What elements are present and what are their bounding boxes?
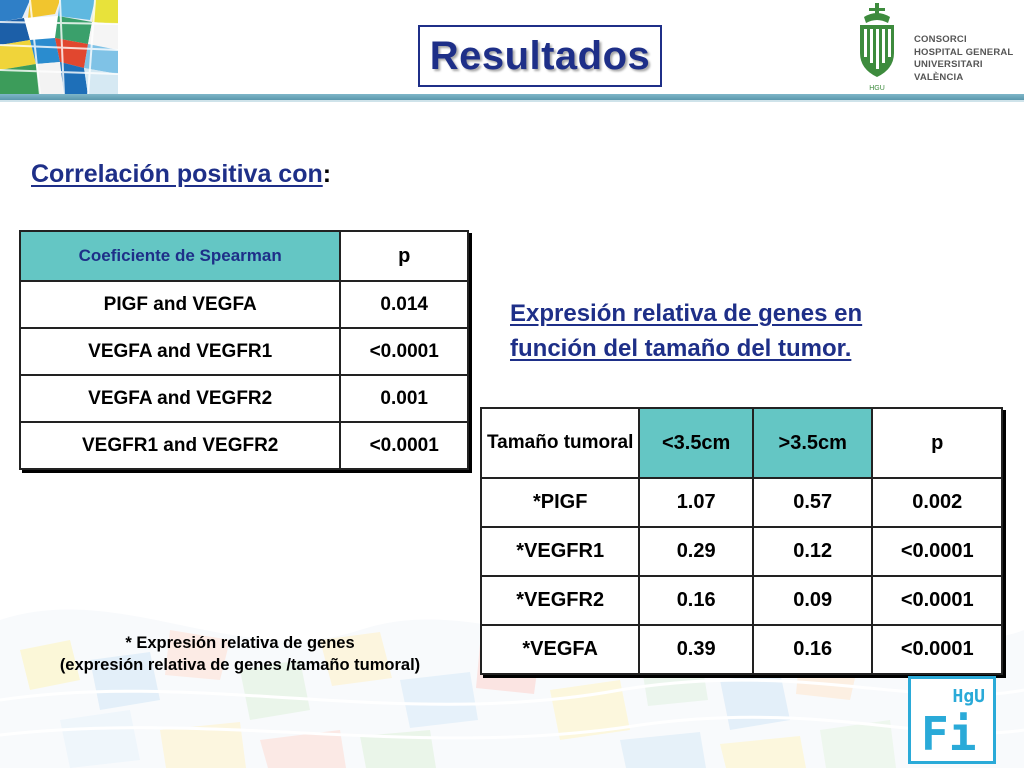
table-header-cell: Coeficiente de Spearman: [18, 230, 342, 282]
table-cell: *VEGFR1: [479, 526, 641, 577]
table-cell: VEGFA and VEGFR2: [18, 374, 342, 423]
slide-title: Resultados: [429, 33, 651, 78]
table-cell: 0.001: [339, 374, 469, 423]
table-header-cell: p: [871, 407, 1003, 479]
table-header-cell: Tamaño tumoral: [479, 407, 641, 479]
table-cell: *VEGFA: [479, 624, 641, 675]
tumor-size-table: Tamaño tumoral <3.5cm >3.5cm p *PIGF 1.0…: [479, 407, 1003, 675]
table-row: *PIGF 1.07 0.57 0.002: [479, 477, 1003, 528]
table-cell: 0.014: [339, 280, 469, 329]
table-cell: *PIGF: [479, 477, 641, 528]
hospital-emblem-icon: HGU: [860, 3, 894, 92]
table-cell: 0.39: [638, 624, 754, 675]
table-header-cell: p: [339, 230, 469, 282]
footnote-line: * Expresión relativa de genes: [125, 634, 355, 652]
mosaic-decoration-topleft: [0, 0, 118, 95]
hospital-emblem-label: HGU: [869, 85, 885, 92]
table-cell: <0.0001: [871, 624, 1003, 675]
table-cell: *VEGFR2: [479, 575, 641, 626]
table-cell: <0.0001: [871, 526, 1003, 577]
spearman-table: Coeficiente de Spearman p PIGF and VEGFA…: [18, 230, 469, 470]
header-divider: [0, 94, 1024, 100]
table-header-row: Coeficiente de Spearman p: [18, 230, 469, 282]
table-cell: 0.16: [638, 575, 754, 626]
table-row: VEGFA and VEGFR2 0.001: [18, 374, 469, 423]
expression-heading: Expresión relativa de genes en función d…: [510, 296, 862, 366]
title-box: Resultados: [418, 25, 662, 87]
correlation-heading: Correlación positiva con:: [31, 160, 331, 189]
table-row: *VEGFR1 0.29 0.12 <0.0001: [479, 526, 1003, 577]
table-cell: 1.07: [638, 477, 754, 528]
expression-heading-line: función del tamaño del tumor.: [510, 335, 852, 362]
expression-heading-line: Expresión relativa de genes en: [510, 300, 863, 327]
table-row: PIGF and VEGFA 0.014: [18, 280, 469, 329]
table-cell: <0.0001: [339, 327, 469, 376]
table-cell: 0.09: [751, 575, 874, 626]
footnote-line: (expresión relativa de genes /tamaño tum…: [59, 656, 421, 674]
table-cell: VEGFA and VEGFR1: [18, 327, 342, 376]
table-cell: 0.29: [638, 526, 754, 577]
hospital-name-line: UNIVERSITARI: [914, 59, 983, 70]
table-cell: <0.0001: [339, 421, 469, 470]
footnote: * Expresión relativa de genes (expresión…: [18, 632, 462, 676]
table-cell: 0.57: [751, 477, 874, 528]
table-row: VEGFA and VEGFR1 <0.0001: [18, 327, 469, 376]
table-cell: <0.0001: [871, 575, 1003, 626]
hospital-name-line: HOSPITAL GENERAL: [914, 46, 1014, 58]
table-cell: 0.002: [871, 477, 1003, 528]
correlation-heading-text: Correlación positiva con: [31, 160, 323, 188]
hospital-logo: HGU CONSORCI HOSPITAL GENERAL UNIVERSITA…: [846, 3, 1024, 95]
table-cell: PIGF and VEGFA: [18, 280, 342, 329]
fi-hgu-logo-top: HgU: [952, 686, 985, 707]
table-header-cell: >3.5cm: [751, 407, 874, 479]
table-cell: 0.12: [751, 526, 874, 577]
table-header-row: Tamaño tumoral <3.5cm >3.5cm p: [479, 407, 1003, 479]
fi-hgu-logo: HgU Fi: [908, 676, 996, 764]
table-header-cell: <3.5cm: [638, 407, 754, 479]
table-cell: 0.16: [751, 624, 874, 675]
table-row: VEGFR1 and VEGFR2 <0.0001: [18, 421, 469, 470]
table-cell: VEGFR1 and VEGFR2: [18, 421, 342, 470]
hospital-name-line: VALÈNCIA: [914, 71, 964, 83]
table-row: *VEGFA 0.39 0.16 <0.0001: [479, 624, 1003, 675]
header-divider-highlight: [0, 100, 1024, 102]
hospital-name-line: CONSORCI: [914, 34, 967, 45]
hospital-name: CONSORCI HOSPITAL GENERAL UNIVERSITARI V…: [914, 34, 1013, 84]
correlation-heading-colon: :: [322, 160, 332, 188]
table-row: *VEGFR2 0.16 0.09 <0.0001: [479, 575, 1003, 626]
fi-hgu-logo-main: Fi: [921, 707, 977, 761]
